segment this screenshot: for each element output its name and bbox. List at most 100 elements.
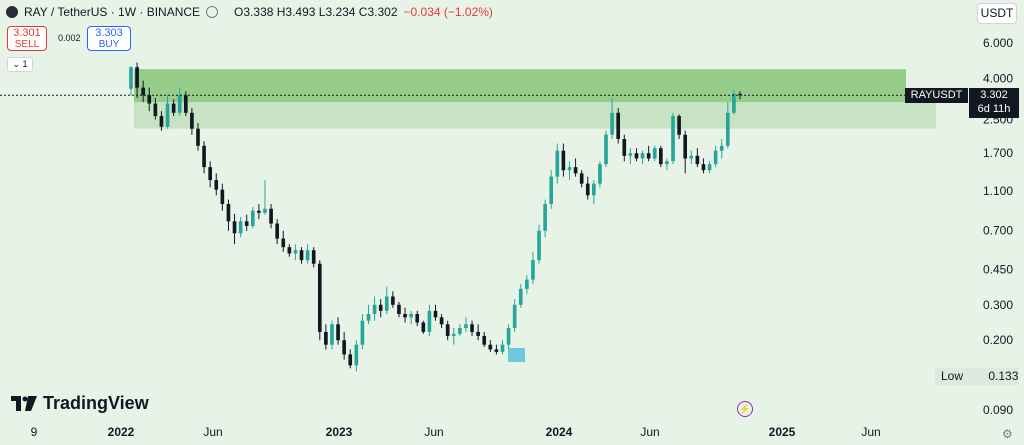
candle[interactable] xyxy=(622,134,627,162)
candle[interactable] xyxy=(257,204,261,220)
candle[interactable] xyxy=(153,97,158,120)
candle[interactable] xyxy=(360,313,365,350)
candle[interactable] xyxy=(567,161,572,181)
candle[interactable] xyxy=(147,87,152,112)
candle[interactable] xyxy=(311,247,316,268)
candle[interactable] xyxy=(421,320,426,334)
candle[interactable] xyxy=(506,324,511,350)
candle[interactable] xyxy=(695,148,700,168)
candle[interactable] xyxy=(397,301,401,318)
candle[interactable] xyxy=(610,97,614,140)
symbol-title[interactable]: RAY / TetherUS · 1W · BINANCE xyxy=(24,5,201,19)
candle[interactable] xyxy=(165,95,170,129)
candle[interactable] xyxy=(683,130,688,174)
candle[interactable] xyxy=(293,244,298,261)
candle[interactable] xyxy=(202,141,206,174)
candle[interactable] xyxy=(537,224,541,264)
resistance-zone[interactable] xyxy=(134,69,906,103)
candle[interactable] xyxy=(415,310,420,327)
lightning-event-icon[interactable]: ⚡ xyxy=(737,401,753,417)
candle[interactable] xyxy=(330,320,334,350)
candle[interactable] xyxy=(628,148,633,165)
candle[interactable] xyxy=(378,299,383,318)
candle[interactable] xyxy=(232,213,237,245)
candle[interactable] xyxy=(719,139,724,159)
candle[interactable] xyxy=(476,324,480,341)
candle[interactable] xyxy=(665,158,669,171)
candle[interactable] xyxy=(652,145,657,162)
candle[interactable] xyxy=(366,304,371,325)
candle[interactable] xyxy=(275,219,279,245)
candle[interactable] xyxy=(598,161,602,188)
candle[interactable] xyxy=(640,150,645,165)
candle[interactable] xyxy=(299,247,304,264)
candle[interactable] xyxy=(445,320,450,341)
candle[interactable] xyxy=(488,340,493,352)
candle[interactable] xyxy=(214,173,219,196)
candle[interactable] xyxy=(555,143,560,184)
candle[interactable] xyxy=(263,180,267,215)
candle[interactable] xyxy=(549,170,554,209)
candle[interactable] xyxy=(287,244,292,257)
sell-button[interactable]: 3.301 SELL xyxy=(7,26,47,51)
candle[interactable] xyxy=(348,349,353,369)
candle[interactable] xyxy=(159,111,164,131)
candle[interactable] xyxy=(129,66,133,96)
candle[interactable] xyxy=(324,324,328,350)
candle[interactable] xyxy=(281,230,286,252)
candle[interactable] xyxy=(305,244,310,264)
candle[interactable] xyxy=(208,161,212,188)
candle[interactable] xyxy=(384,286,389,314)
collapse-indicators-button[interactable]: ⌄ 1 xyxy=(7,57,33,72)
candle[interactable] xyxy=(732,90,736,115)
candle[interactable] xyxy=(190,108,194,135)
candle[interactable] xyxy=(725,102,730,149)
candle[interactable] xyxy=(244,214,249,231)
candle[interactable] xyxy=(177,87,182,117)
candle[interactable] xyxy=(689,150,694,165)
low-highlight-box[interactable] xyxy=(508,348,525,362)
candle[interactable] xyxy=(592,180,596,205)
candle[interactable] xyxy=(470,320,474,336)
candle[interactable] xyxy=(391,291,395,308)
candle[interactable] xyxy=(354,340,359,372)
candle[interactable] xyxy=(336,317,340,345)
currency-button[interactable]: USDT xyxy=(977,3,1017,24)
candle[interactable] xyxy=(707,161,712,174)
buy-button[interactable]: 3.303 BUY xyxy=(87,26,131,51)
candle[interactable] xyxy=(464,317,468,332)
candle[interactable] xyxy=(226,199,231,231)
candle[interactable] xyxy=(512,299,517,332)
candle[interactable] xyxy=(561,143,566,177)
candle[interactable] xyxy=(634,148,639,162)
candle[interactable] xyxy=(543,199,547,238)
candle[interactable] xyxy=(518,284,523,308)
candle[interactable] xyxy=(342,331,346,360)
candle[interactable] xyxy=(713,145,718,168)
tradingview-logo[interactable]: TradingView xyxy=(11,393,149,414)
settings-gear-icon[interactable]: ⚙ xyxy=(1002,427,1013,441)
candle[interactable] xyxy=(604,130,608,168)
candle[interactable] xyxy=(701,158,706,174)
candle[interactable] xyxy=(220,183,225,211)
candle[interactable] xyxy=(135,62,139,98)
candle[interactable] xyxy=(482,331,487,348)
candle[interactable] xyxy=(573,158,578,177)
candle[interactable] xyxy=(500,340,505,355)
candle[interactable] xyxy=(171,99,176,117)
candle[interactable] xyxy=(250,206,255,229)
candle[interactable] xyxy=(585,176,590,200)
candle[interactable] xyxy=(403,307,407,323)
candle[interactable] xyxy=(579,170,584,188)
candle[interactable] xyxy=(659,145,663,168)
candle[interactable] xyxy=(616,108,621,144)
candle[interactable] xyxy=(269,204,273,229)
candle[interactable] xyxy=(372,296,377,321)
candle[interactable] xyxy=(525,275,529,294)
candle[interactable] xyxy=(196,123,200,151)
candle[interactable] xyxy=(427,304,432,336)
candle[interactable] xyxy=(646,145,651,162)
candle[interactable] xyxy=(677,114,681,140)
candle[interactable] xyxy=(671,112,675,165)
